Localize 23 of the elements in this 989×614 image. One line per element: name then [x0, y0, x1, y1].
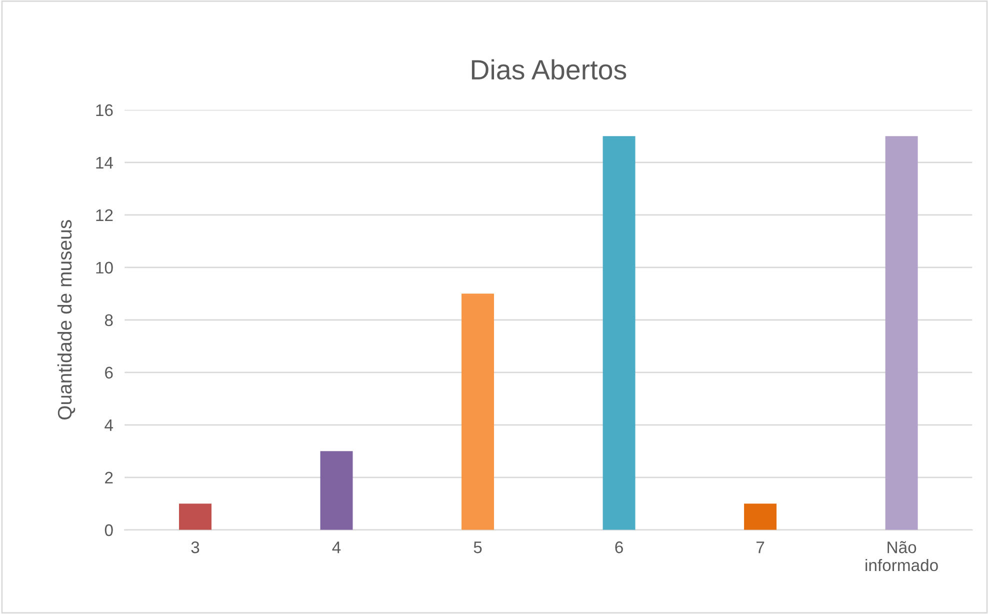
- y-tick-label: 10: [96, 262, 113, 274]
- x-tick-label: Não informado: [866, 541, 938, 572]
- y-tick-label: 6: [105, 366, 113, 379]
- y-tick-label: 4: [104, 419, 114, 431]
- y-tick-label: 8: [104, 314, 113, 326]
- x-tick-label: 6: [615, 541, 623, 554]
- y-axis-title: Quantidade de museus: [57, 220, 76, 420]
- x-tick-label: 5: [474, 542, 482, 554]
- y-tick-label: 14: [96, 156, 114, 168]
- bar: [320, 451, 353, 530]
- y-tick-label: 0: [104, 524, 113, 536]
- y-tick-label: 2: [105, 472, 113, 484]
- bar: [744, 504, 777, 530]
- bar: [179, 504, 212, 530]
- x-tick-label: 4: [332, 542, 341, 554]
- x-tick-label: 7: [756, 542, 764, 554]
- bar: [885, 136, 918, 530]
- y-tick-label: 12: [96, 209, 113, 221]
- bar: [462, 294, 494, 530]
- x-tick-label: 3: [191, 541, 200, 554]
- bar: [602, 136, 636, 530]
- y-tick-label: 16: [96, 104, 113, 116]
- chart-title: Dias Abertos: [472, 59, 626, 80]
